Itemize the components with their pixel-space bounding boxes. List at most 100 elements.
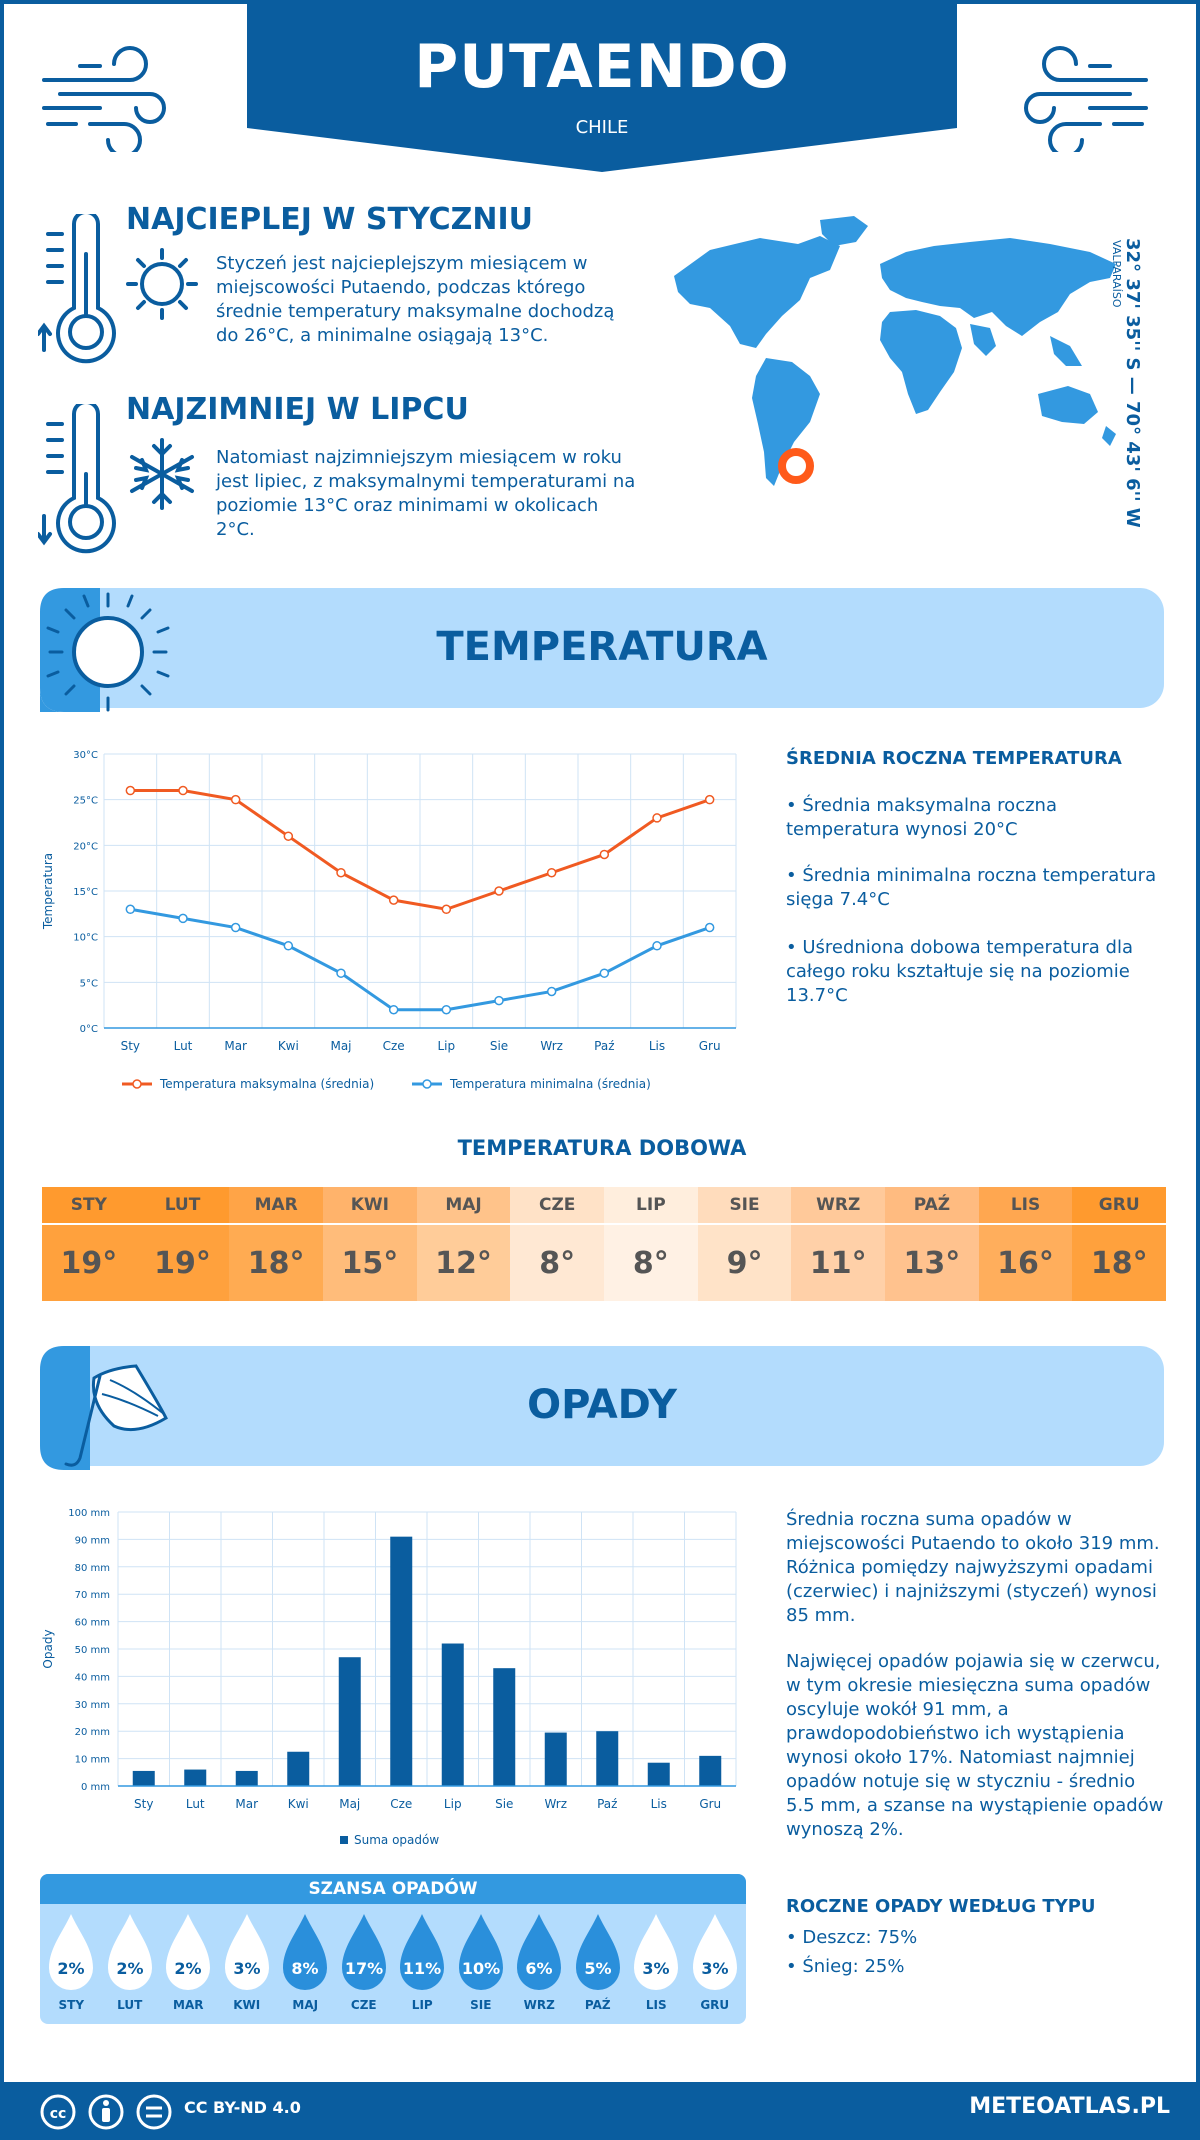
raindrop-icon: 5% [575, 1914, 620, 1990]
x-tick-label: Kwi [288, 1797, 309, 1811]
y-axis-label: Opady [41, 1629, 55, 1668]
bar [235, 1770, 258, 1786]
precip-chance-title: SZANSA OPADÓW [40, 1874, 746, 1904]
precip-chance-value: 2% [116, 1959, 143, 1978]
precip-chance-item: 6% WRZ [510, 1912, 569, 2012]
precip-chance-month: GRU [700, 1998, 730, 2012]
daily-temp-column: SIE 9° [697, 1187, 792, 1301]
y-tick-label: 100 mm [68, 1508, 110, 1519]
legend-label: Temperatura minimalna (średnia) [449, 1077, 651, 1091]
precipitation-title: OPADY [527, 1382, 677, 1428]
y-tick-label: 5°C [80, 978, 98, 989]
bar [699, 1755, 722, 1786]
daily-temp-column: WRZ 11° [791, 1187, 886, 1301]
precip-chance-item: 5% PAŹ [569, 1912, 628, 2012]
site-name[interactable]: METEOATLAS.PL [969, 2094, 1170, 2119]
raindrop-icon: 8% [283, 1914, 328, 1990]
daily-temp-title: TEMPERATURA DOBOWA [457, 1136, 747, 1160]
precip-chance-month: LUT [117, 1998, 143, 2012]
x-tick-label: Sie [495, 1797, 513, 1811]
daily-temp-month: SIE [697, 1187, 792, 1225]
coldest-text: Natomiast najzimniejszym miesiącem w rok… [216, 447, 636, 540]
x-tick-label: Cze [390, 1797, 412, 1811]
wind-icon-left [42, 46, 166, 152]
data-point [599, 968, 610, 978]
daily-temp-value: 11° [791, 1225, 886, 1301]
precip-chance-item: 2% LUT [101, 1912, 160, 2012]
raindrop-icon: 11% [400, 1914, 445, 1990]
x-tick-label: Lis [651, 1797, 667, 1811]
raindrop-icon: 3% [634, 1914, 679, 1990]
header-banner [247, 0, 957, 172]
y-tick-label: 20°C [73, 841, 98, 852]
daily-temp-month: STY [42, 1187, 136, 1225]
daily-temp-value: 19° [42, 1225, 136, 1301]
raindrop-icon: 3% [692, 1914, 737, 1990]
warmest-text: Styczeń jest najcieplejszym miesiącem w … [216, 253, 615, 346]
y-tick-label: 90 mm [75, 1535, 110, 1546]
precip-chance-value: 17% [345, 1959, 383, 1978]
data-point [230, 922, 241, 933]
sun-icon [40, 588, 170, 712]
precip-type-heading: ROCZNE OPADY WEDŁUG TYPU [786, 1896, 1096, 1917]
y-tick-label: 10 mm [75, 1755, 110, 1766]
x-tick-label: Paź [594, 1039, 614, 1053]
bar [338, 1657, 361, 1786]
precip-chance-month: MAJ [292, 1998, 319, 2012]
x-tick-label: Maj [339, 1797, 360, 1811]
raindrop-icon: 2% [49, 1914, 94, 1990]
coordinates: 32° 37' 35'' S — 70° 43' 6'' W VALPARAÍS… [1110, 238, 1162, 528]
data-point [441, 1004, 452, 1015]
daily-temp-column: GRU 18° [1072, 1187, 1167, 1301]
daily-temp-table: STY 19° LUT 19° MAR 18° KWI 15° MAJ 12° CZE 8° LIP 8°… [42, 1187, 1167, 1301]
legend-label: Suma opadów [354, 1833, 439, 1847]
raindrop-icon: 10% [458, 1914, 503, 1990]
thermometer-sun-icon [38, 214, 198, 364]
legend-marker [132, 1079, 142, 1089]
temperature-banner [40, 588, 1164, 708]
raindrop-shape [283, 1914, 328, 1990]
precip-chance-value: 10% [462, 1959, 500, 1978]
y-tick-label: 10°C [73, 933, 98, 944]
precip-chance-month: KWI [233, 1998, 261, 2012]
daily-temp-month: MAJ [416, 1187, 511, 1225]
x-tick-label: Lut [186, 1797, 205, 1811]
data-point [546, 986, 557, 997]
precip-chance-item: 11% LIP [393, 1912, 452, 2012]
y-tick-label: 30°C [73, 750, 98, 761]
precip-chance-month: STY [58, 1998, 85, 2012]
data-point [283, 941, 294, 951]
data-point [494, 886, 504, 896]
daily-temp-column: STY 19° [42, 1187, 136, 1301]
thermometer-snowflake-icon [38, 404, 194, 554]
raindrop-icon: 2% [166, 1914, 211, 1990]
raindrop-icon: 17% [341, 1914, 386, 1990]
precip-chance-value: 3% [701, 1959, 728, 1978]
coldest-title: NAJZIMNIEJ W LIPCU [126, 392, 469, 427]
bar [647, 1762, 670, 1786]
x-tick-label: Sty [121, 1039, 140, 1053]
umbrella-icon [40, 1346, 168, 1470]
precip-chance-month: LIS [645, 1998, 667, 2012]
daily-temp-column: MAR 18° [229, 1187, 324, 1301]
bar [441, 1643, 464, 1786]
license-text: CC BY-ND 4.0 [184, 2098, 301, 2117]
infographic-page: PUTAENDO CHILE [4, 0, 1196, 2082]
raindrop-shape [341, 1914, 386, 1990]
series-line [130, 789, 711, 911]
bar [544, 1732, 567, 1786]
annual-temp-min: • Średnia minimalna roczna temperatura s… [786, 865, 1157, 910]
location-marker [778, 448, 814, 484]
precip-chance-month: CZE [350, 1998, 377, 2012]
x-tick-label: Paź [597, 1797, 617, 1811]
x-tick-label: Kwi [278, 1039, 299, 1053]
x-tick-label: Lip [444, 1797, 462, 1811]
data-point [178, 913, 188, 924]
daily-temp-column: LIP 8° [604, 1187, 698, 1301]
data-point [599, 849, 610, 860]
data-point [652, 813, 662, 823]
daily-temp-month: LIS [978, 1187, 1073, 1225]
precip-chance-item: 3% KWI [218, 1912, 277, 2012]
daily-temp-value: 18° [229, 1225, 324, 1301]
x-tick-label: Sty [134, 1797, 153, 1811]
